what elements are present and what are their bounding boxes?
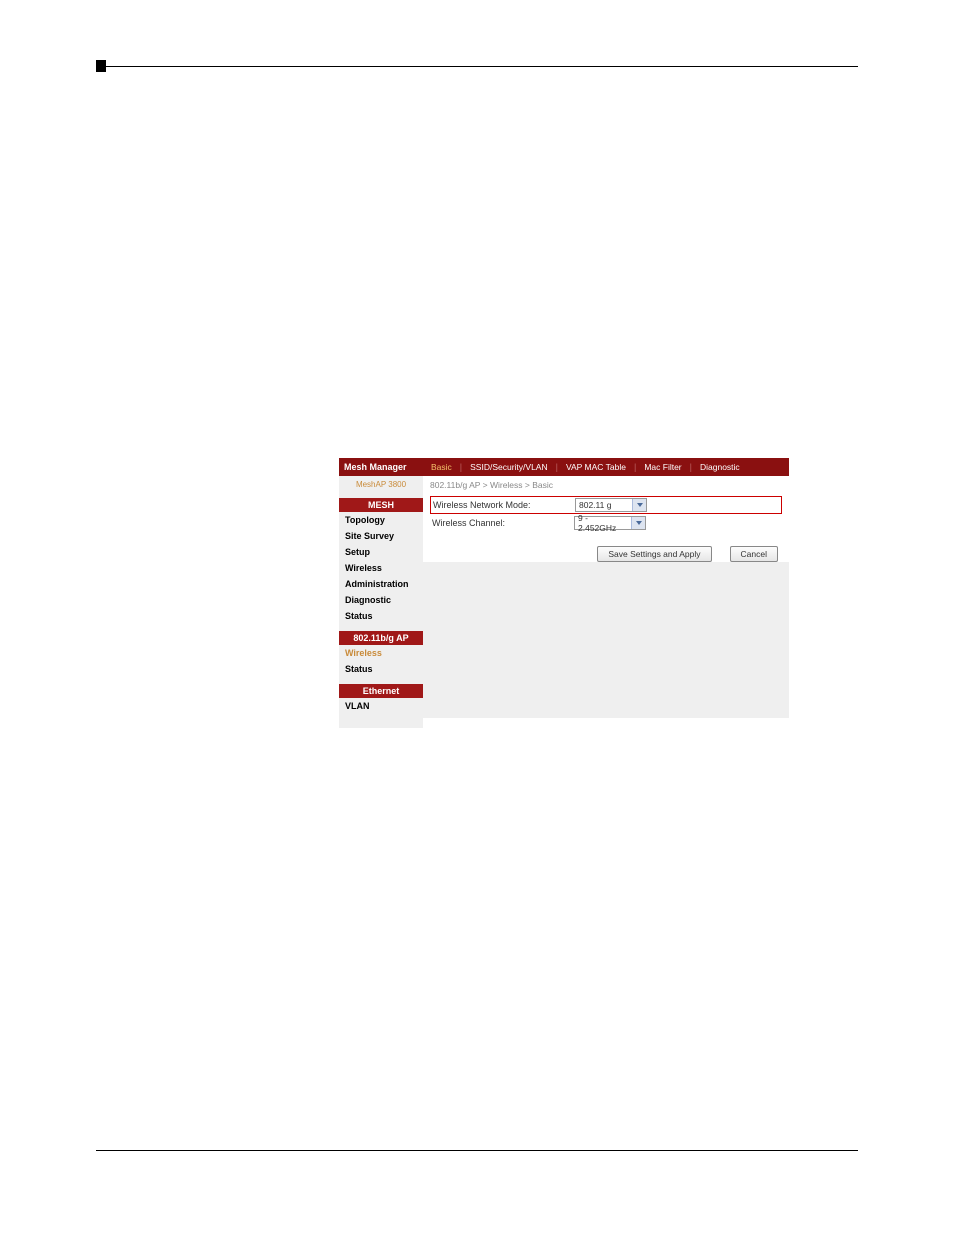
breadcrumb: 802.11b/g AP > Wireless > Basic	[423, 476, 789, 496]
sidebar-item-wireless[interactable]: Wireless	[339, 560, 423, 576]
row-wireless-mode: Wireless Network Mode: 802.11 g	[430, 496, 782, 514]
tab-mac-filter[interactable]: Mac Filter	[636, 462, 689, 472]
chevron-down-icon[interactable]	[632, 499, 646, 511]
dropdown-wireless-mode[interactable]: 802.11 g	[575, 498, 647, 512]
tab-ssid-security-vlan[interactable]: SSID/Security/VLAN	[462, 462, 555, 472]
product-model: MeshAP 3800	[339, 476, 423, 498]
spacer	[339, 624, 423, 631]
label-wireless-channel: Wireless Channel:	[430, 518, 574, 528]
spacer	[339, 677, 423, 684]
spacer	[339, 714, 423, 721]
sidebar-item-administration[interactable]: Administration	[339, 576, 423, 592]
sidebar-section-ap: 802.11b/g AP	[339, 631, 423, 645]
dropdown-wireless-channel[interactable]: 9 - 2.452GHz	[574, 516, 646, 530]
sidebar-item-topology[interactable]: Topology	[339, 512, 423, 528]
sidebar-section-ethernet: Ethernet	[339, 684, 423, 698]
row-wireless-channel: Wireless Channel: 9 - 2.452GHz	[430, 514, 782, 532]
form-area: Wireless Network Mode: 802.11 g Wireless…	[423, 496, 789, 562]
chevron-down-icon[interactable]	[631, 517, 645, 529]
page-marker	[96, 60, 106, 72]
sidebar-item-ap-status[interactable]: Status	[339, 661, 423, 677]
tab-vap-mac-table[interactable]: VAP MAC Table	[558, 462, 634, 472]
header-rule	[106, 66, 858, 67]
sidebar-item-site-survey[interactable]: Site Survey	[339, 528, 423, 544]
sidebar-section-mesh: MESH	[339, 498, 423, 512]
save-button[interactable]: Save Settings and Apply	[597, 546, 711, 562]
sidebar-item-setup[interactable]: Setup	[339, 544, 423, 560]
router-admin-screenshot: Mesh Manager MeshAP 3800 MESH Topology S…	[339, 458, 789, 718]
button-row: Save Settings and Apply Cancel	[430, 532, 782, 562]
dropdown-value: 802.11 g	[576, 499, 632, 511]
sidebar-item-vlan[interactable]: VLAN	[339, 698, 423, 714]
sidebar: Mesh Manager MeshAP 3800 MESH Topology S…	[339, 458, 423, 728]
label-wireless-mode: Wireless Network Mode:	[431, 500, 575, 510]
content-panel: Basic | SSID/Security/VLAN | VAP MAC Tab…	[423, 458, 789, 562]
dropdown-value: 9 - 2.452GHz	[575, 517, 631, 529]
tab-basic[interactable]: Basic	[423, 462, 460, 472]
tab-bar: Basic | SSID/Security/VLAN | VAP MAC Tab…	[423, 458, 789, 476]
sidebar-item-status[interactable]: Status	[339, 608, 423, 624]
cancel-button[interactable]: Cancel	[730, 546, 778, 562]
spacer	[339, 721, 423, 728]
sidebar-item-diagnostic[interactable]: Diagnostic	[339, 592, 423, 608]
brand-title: Mesh Manager	[339, 458, 423, 476]
sidebar-item-ap-wireless[interactable]: Wireless	[339, 645, 423, 661]
document-page: Mesh Manager MeshAP 3800 MESH Topology S…	[0, 0, 954, 1235]
tab-diagnostic[interactable]: Diagnostic	[692, 462, 748, 472]
footer-rule	[96, 1150, 858, 1151]
